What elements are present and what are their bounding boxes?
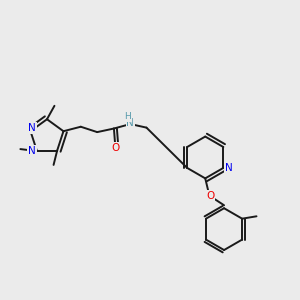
Text: N: N [127, 118, 134, 128]
Text: N: N [225, 163, 232, 173]
Text: O: O [111, 142, 119, 153]
Text: N: N [28, 146, 36, 156]
Text: H: H [124, 112, 131, 121]
Text: N: N [28, 123, 36, 133]
Text: O: O [206, 191, 214, 201]
